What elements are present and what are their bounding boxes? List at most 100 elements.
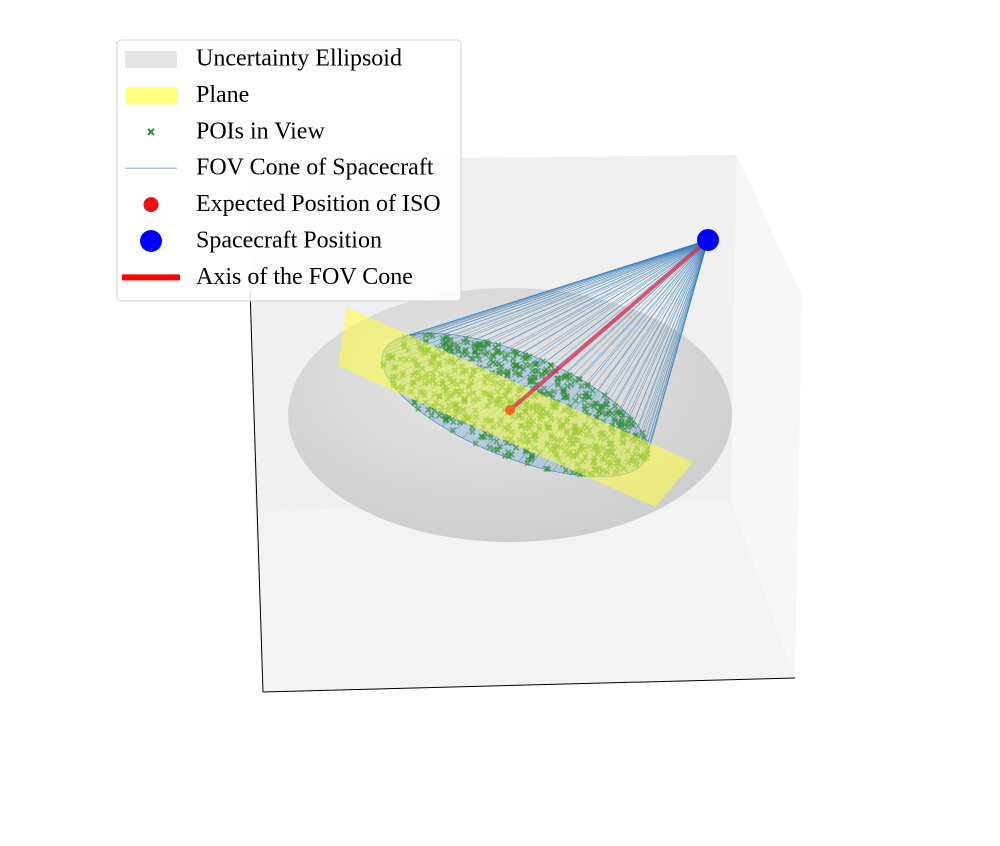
cone-line xyxy=(499,239,709,345)
poi xyxy=(493,438,500,445)
poi xyxy=(593,400,600,407)
axis-line xyxy=(249,289,264,693)
cone-axis xyxy=(508,238,710,412)
poi xyxy=(463,351,471,358)
cone-line xyxy=(476,239,709,340)
legend-label: FOV Cone of Spacecraft xyxy=(196,155,434,181)
poi xyxy=(609,410,616,417)
poi xyxy=(581,402,588,410)
poi xyxy=(492,344,499,351)
cone-line xyxy=(633,239,709,422)
poi xyxy=(468,355,475,362)
poi xyxy=(554,379,561,387)
poi xyxy=(491,446,498,453)
poi xyxy=(502,355,509,362)
poi xyxy=(496,443,503,450)
poi xyxy=(595,408,602,415)
poi xyxy=(482,351,489,358)
poi xyxy=(486,362,493,369)
cone-line xyxy=(534,239,709,358)
poi xyxy=(472,440,479,447)
poi xyxy=(425,406,432,413)
cone-line xyxy=(426,239,709,334)
legend-label: Expected Position of ISO xyxy=(196,191,441,217)
poi xyxy=(454,347,461,355)
poi xyxy=(563,394,571,402)
legend-swatch xyxy=(147,128,155,136)
poi xyxy=(629,422,637,429)
poi xyxy=(436,412,443,419)
poi xyxy=(504,351,511,358)
poi xyxy=(471,348,479,355)
cone-line xyxy=(382,239,709,367)
poi xyxy=(601,392,608,399)
poi xyxy=(619,411,626,419)
poi xyxy=(484,340,491,347)
legend-swatch xyxy=(140,230,162,252)
poi xyxy=(510,355,517,362)
cone-line xyxy=(578,239,709,379)
poi xyxy=(584,381,591,388)
poi xyxy=(560,388,567,396)
spacecraft xyxy=(697,229,719,251)
poi xyxy=(448,348,456,355)
poi xyxy=(576,375,583,383)
poi xyxy=(562,467,569,474)
legend-label: Spacecraft Position xyxy=(196,228,382,254)
poi xyxy=(532,368,539,375)
legend-label: Plane xyxy=(196,82,249,108)
cone-line xyxy=(465,239,709,337)
cone-line xyxy=(646,239,709,444)
poi xyxy=(599,403,606,410)
cone-line xyxy=(614,239,709,403)
cone-line xyxy=(642,239,709,433)
poi xyxy=(469,428,476,436)
legend-swatch xyxy=(125,51,177,68)
cone-line xyxy=(645,239,709,439)
poi xyxy=(538,373,546,380)
poi xyxy=(566,371,573,378)
iso-position xyxy=(505,405,515,415)
poi xyxy=(524,354,531,361)
poi xyxy=(511,362,519,369)
poi xyxy=(610,415,618,422)
poi xyxy=(498,350,506,357)
poi xyxy=(557,375,565,382)
cone-line xyxy=(621,239,709,409)
poi xyxy=(583,408,590,416)
poi xyxy=(490,353,497,360)
cone-line xyxy=(628,239,709,415)
cone-line xyxy=(445,239,709,335)
poi xyxy=(464,339,471,346)
poi xyxy=(576,392,583,400)
poi xyxy=(496,367,503,374)
legend-swatch xyxy=(125,87,177,105)
legend-swatch xyxy=(143,197,159,213)
poi xyxy=(627,416,635,423)
poi xyxy=(530,373,537,380)
legend-label: Uncertainty Ellipsoid xyxy=(196,46,402,72)
poi xyxy=(528,378,535,385)
cone-line xyxy=(631,239,709,472)
cone-line xyxy=(647,239,709,454)
poi xyxy=(476,356,483,363)
poi xyxy=(516,363,523,371)
poi xyxy=(411,399,418,407)
poi xyxy=(583,392,590,399)
poi xyxy=(478,433,485,440)
poi xyxy=(512,349,519,356)
poi xyxy=(598,410,606,417)
legend-box xyxy=(116,39,462,302)
poi xyxy=(476,341,483,349)
poi xyxy=(612,403,619,410)
poi xyxy=(471,340,478,348)
poi xyxy=(447,341,455,348)
poi xyxy=(428,412,435,419)
poi xyxy=(547,361,554,368)
cone-line xyxy=(488,239,709,342)
poi xyxy=(495,361,503,368)
poi xyxy=(527,456,535,463)
poi xyxy=(617,420,625,428)
floor-pane xyxy=(255,500,795,692)
